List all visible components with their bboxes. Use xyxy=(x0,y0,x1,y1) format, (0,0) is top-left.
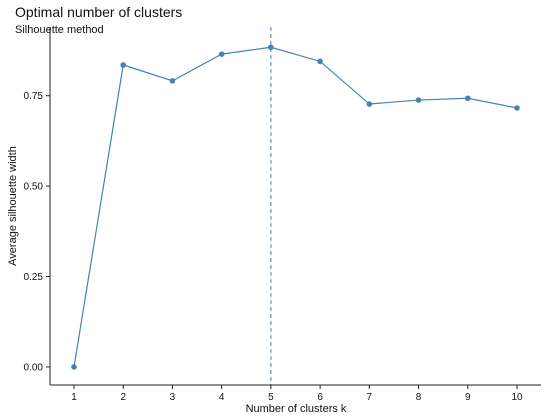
data-point xyxy=(415,97,422,103)
chart-title: Optimal number of clusters xyxy=(15,4,182,20)
x-axis-tick-label: 1 xyxy=(71,392,77,403)
data-point xyxy=(317,58,323,65)
data-point xyxy=(218,51,225,57)
x-axis-tick-label: 6 xyxy=(317,392,323,403)
x-axis-tick-label: 5 xyxy=(268,392,274,403)
x-ticks: 1 2 3 4 5 6 7 8 9 10 xyxy=(71,385,523,403)
y-axis-title: Average silhouette width xyxy=(7,146,19,266)
y-axis-tick-label: 0.50 xyxy=(24,182,44,193)
x-axis-tick-label: 7 xyxy=(367,392,373,403)
y-axis-tick-label: 0.25 xyxy=(24,272,44,283)
x-axis-tick-label: 4 xyxy=(219,392,225,403)
x-axis-tick-label: 10 xyxy=(511,392,523,403)
x-axis-tick-label: 9 xyxy=(465,392,471,403)
x-axis-title: Number of clusters k xyxy=(246,403,347,415)
data-point xyxy=(514,105,520,111)
data-point xyxy=(169,78,176,84)
plot-layer xyxy=(71,27,520,385)
data-point xyxy=(464,95,471,102)
y-axis-tick-label: 0.00 xyxy=(24,362,44,373)
x-axis-tick-label: 8 xyxy=(416,392,422,403)
data-point xyxy=(71,364,77,370)
chart-subtitle: Silhouette method xyxy=(15,24,104,36)
y-axis-tick-label: 0.75 xyxy=(24,91,44,102)
x-axis-tick-label: 3 xyxy=(170,392,176,403)
x-axis-tick-label: 2 xyxy=(120,392,126,403)
silhouette-series-line xyxy=(73,46,518,368)
y-ticks: 0.00 0.25 0.50 0.75 xyxy=(24,91,50,373)
data-point xyxy=(268,44,274,51)
data-point xyxy=(120,62,127,68)
data-point xyxy=(366,101,373,107)
